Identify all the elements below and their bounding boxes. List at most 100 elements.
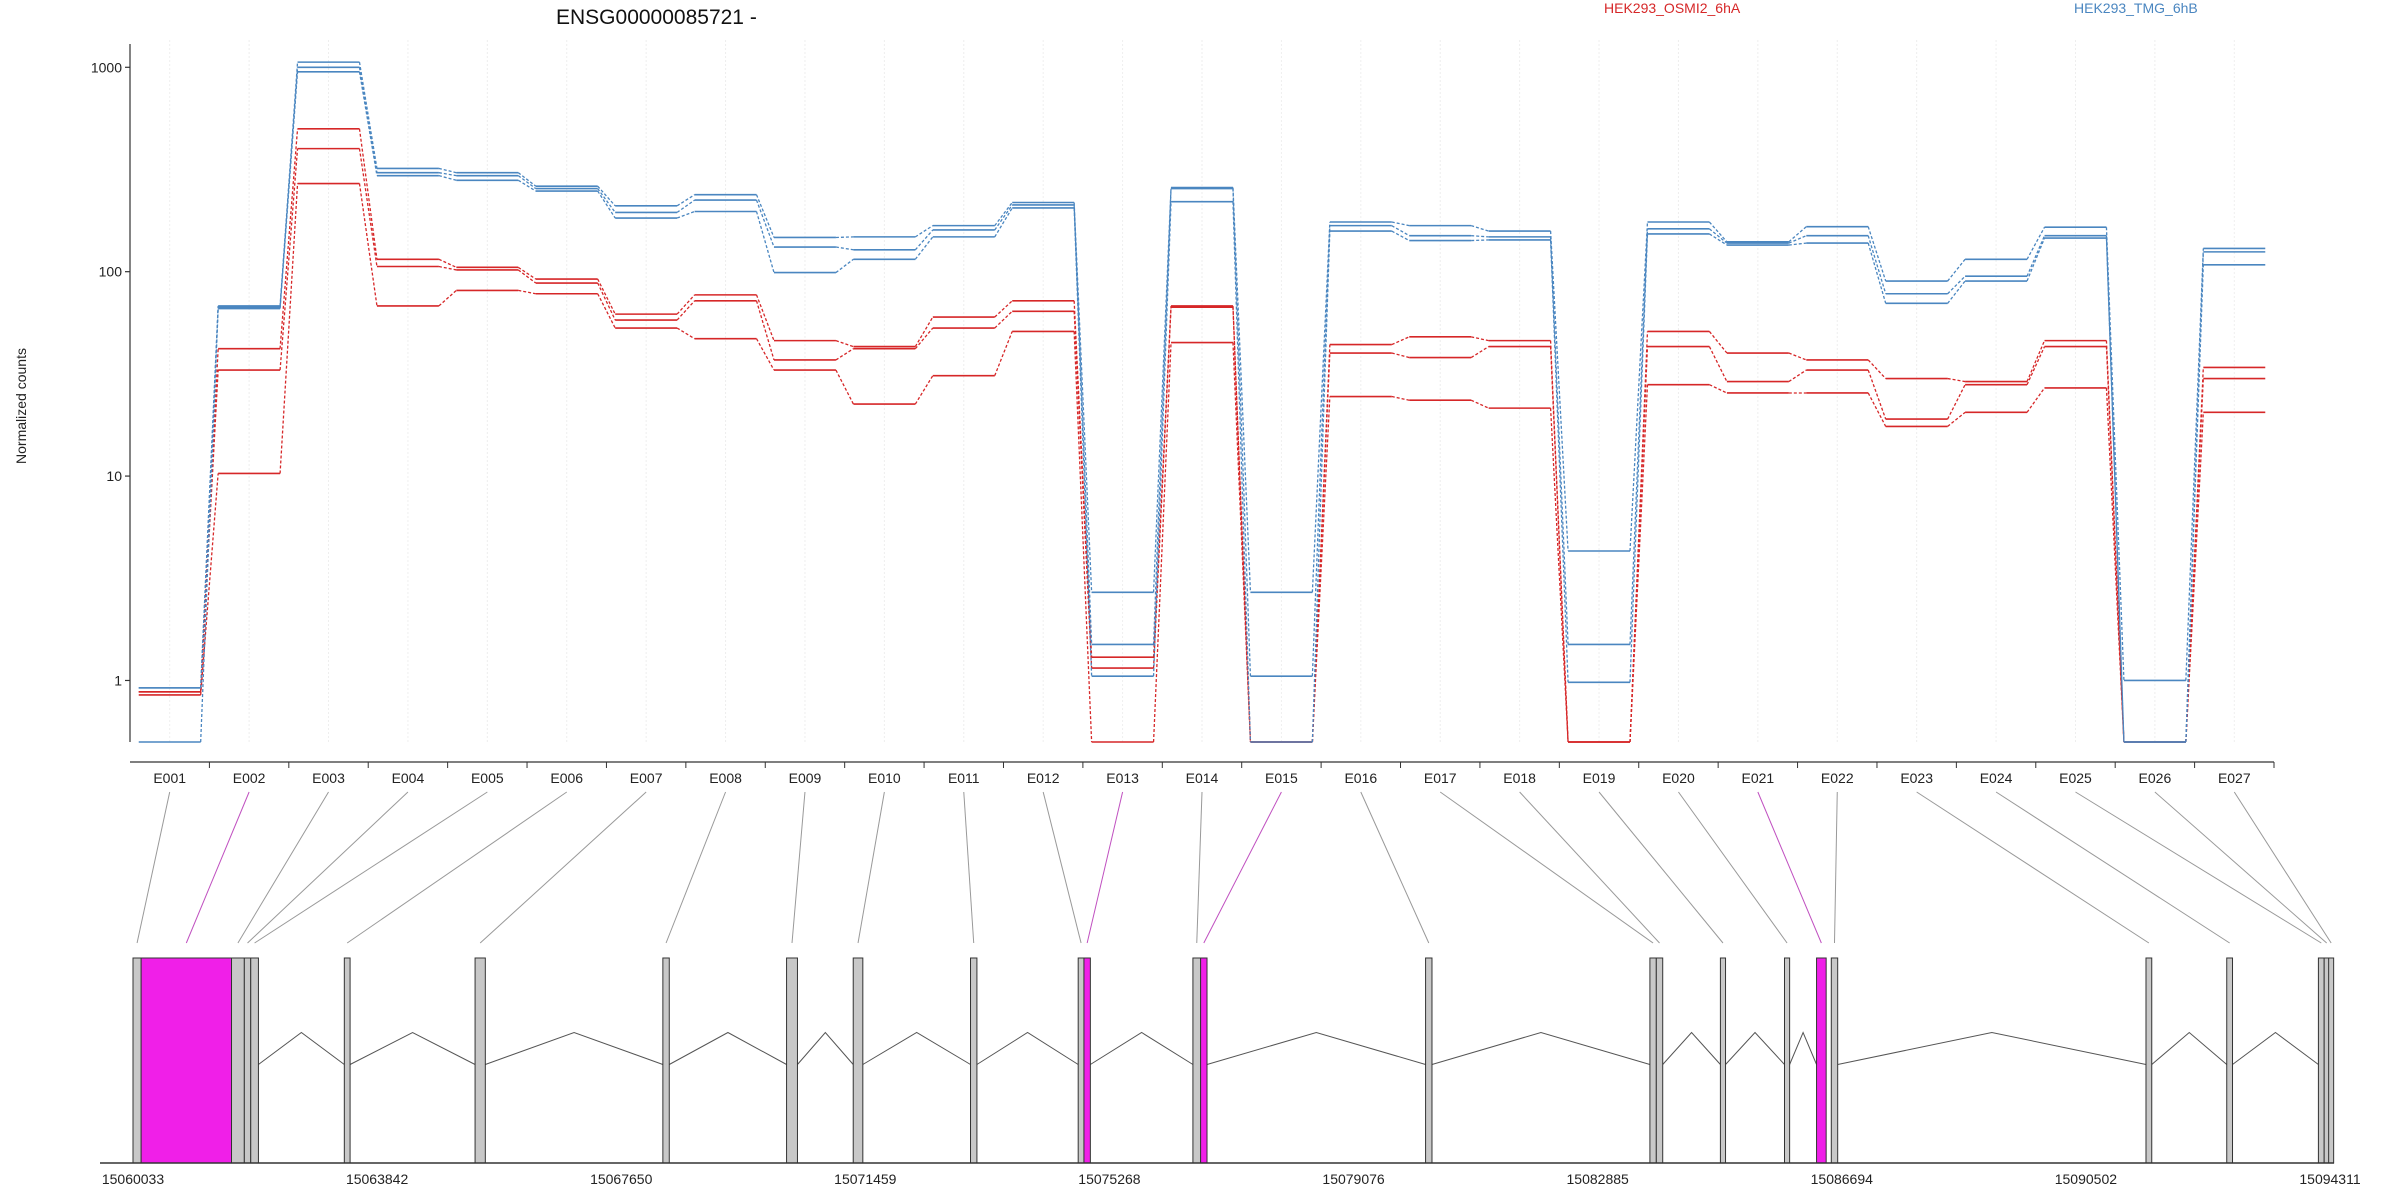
connector-e008 xyxy=(665,791,727,944)
exon-e015 xyxy=(1200,957,1208,1164)
series-connector xyxy=(1311,344,1331,743)
x-tick-label-e018: E018 xyxy=(1503,770,1536,786)
series-connector xyxy=(438,289,457,307)
series-connector xyxy=(914,316,934,347)
series-connector xyxy=(2026,237,2046,282)
exon-e018 xyxy=(1655,957,1664,1164)
series-connector xyxy=(358,71,378,176)
connector-e019 xyxy=(1598,791,1724,944)
exon-e001 xyxy=(132,957,142,1164)
series-connector xyxy=(1629,233,1649,683)
series-connector xyxy=(1073,207,1093,677)
series-connector xyxy=(755,300,775,361)
series-connector xyxy=(1471,239,1489,242)
connector-e023 xyxy=(1916,791,2150,944)
series-connector xyxy=(1152,307,1172,669)
intron xyxy=(1431,1031,1651,1065)
series-connector xyxy=(279,148,299,371)
series-connector xyxy=(2185,378,2204,743)
exon-e010 xyxy=(852,957,864,1164)
exon-e013 xyxy=(1083,957,1091,1164)
series-connector xyxy=(994,300,1013,318)
series-connector xyxy=(2185,412,2204,743)
x-tick-label-e011: E011 xyxy=(948,770,980,786)
series-connector xyxy=(1708,331,1728,354)
x-tick-label-e025: E025 xyxy=(2059,770,2092,786)
y-axis: 1 10 100 1000 xyxy=(91,44,131,742)
series-connector xyxy=(1549,408,1569,743)
x-tick-label-e017: E017 xyxy=(1424,770,1457,786)
exon-e007 xyxy=(474,957,486,1164)
series-connector xyxy=(1311,221,1331,593)
exon-e005 xyxy=(250,957,259,1164)
series-connector xyxy=(438,167,457,174)
series-connector xyxy=(755,294,775,341)
series-connector xyxy=(1708,221,1728,243)
gene-model xyxy=(100,957,2335,1164)
series-connector xyxy=(517,266,537,280)
series-connector xyxy=(517,179,537,192)
x-tick-label-e001: E001 xyxy=(153,770,186,786)
connector-e017 xyxy=(1439,791,1654,944)
connector-e027 xyxy=(2233,791,2332,944)
series-connector xyxy=(1470,225,1489,232)
series-connector xyxy=(994,207,1013,238)
series-connector xyxy=(835,369,854,405)
series-connector xyxy=(1549,346,1569,743)
connector-e005 xyxy=(254,791,488,944)
chart-title: ENSG00000085721 - xyxy=(556,6,757,29)
exon-e019 xyxy=(1719,957,1727,1164)
series-connector xyxy=(1152,342,1172,743)
x-tick-label-e002: E002 xyxy=(233,770,266,786)
x-tick-label-e010: E010 xyxy=(868,770,901,786)
intron xyxy=(797,1031,854,1065)
series-connector xyxy=(1788,226,1807,243)
series-connector xyxy=(279,183,299,474)
position-label: 15079076 xyxy=(1322,1171,1385,1187)
grid-lines xyxy=(169,40,2235,742)
series-connector xyxy=(2105,387,2125,743)
series-connector xyxy=(358,128,378,260)
x-tick-label-e008: E008 xyxy=(709,770,742,786)
series-connector xyxy=(279,71,299,309)
series-connector xyxy=(914,375,934,405)
series-connector xyxy=(1311,396,1331,743)
x-tick-label-e014: E014 xyxy=(1186,770,1219,786)
exon-e017 xyxy=(1649,957,1657,1164)
connector-e020 xyxy=(1678,791,1788,944)
series-connector xyxy=(1947,411,1966,427)
x-tick-label-e003: E003 xyxy=(312,770,345,786)
x-tick-label-e005: E005 xyxy=(471,770,504,786)
series-connector xyxy=(1391,230,1410,242)
series-connector xyxy=(2105,346,2125,743)
series-connector xyxy=(1311,231,1331,743)
intron xyxy=(669,1031,787,1065)
x-tick-label-e024: E024 xyxy=(1980,770,2013,786)
series-connector xyxy=(1947,258,1966,282)
series-connector xyxy=(200,308,219,743)
connector-e011 xyxy=(963,791,975,944)
series-connector xyxy=(518,289,536,295)
series-connector xyxy=(835,348,854,361)
connector-e001 xyxy=(136,791,171,944)
position-label: 15094311 xyxy=(2299,1171,2360,1187)
series-connector xyxy=(914,229,934,251)
connector-e026 xyxy=(2154,791,2327,944)
series-connector xyxy=(755,211,775,273)
connector-e014 xyxy=(1196,791,1203,944)
series-connector xyxy=(676,210,695,219)
series-connector xyxy=(994,204,1013,231)
connector-e012 xyxy=(1042,791,1082,944)
series-connector xyxy=(1867,392,1887,427)
series-connector xyxy=(1867,235,1887,294)
series-2 xyxy=(138,182,2266,743)
series-connector xyxy=(914,225,934,238)
series-connector xyxy=(1788,242,1807,246)
exon-e012 xyxy=(1077,957,1085,1164)
series-connector xyxy=(1629,346,1649,743)
series-connector xyxy=(438,172,457,177)
series-connector xyxy=(358,67,378,173)
position-label: 15090502 xyxy=(2055,1171,2118,1187)
legend-entry-tmg: HEK293_TMG_6hB xyxy=(2074,0,2198,16)
series-connector xyxy=(1391,395,1410,401)
